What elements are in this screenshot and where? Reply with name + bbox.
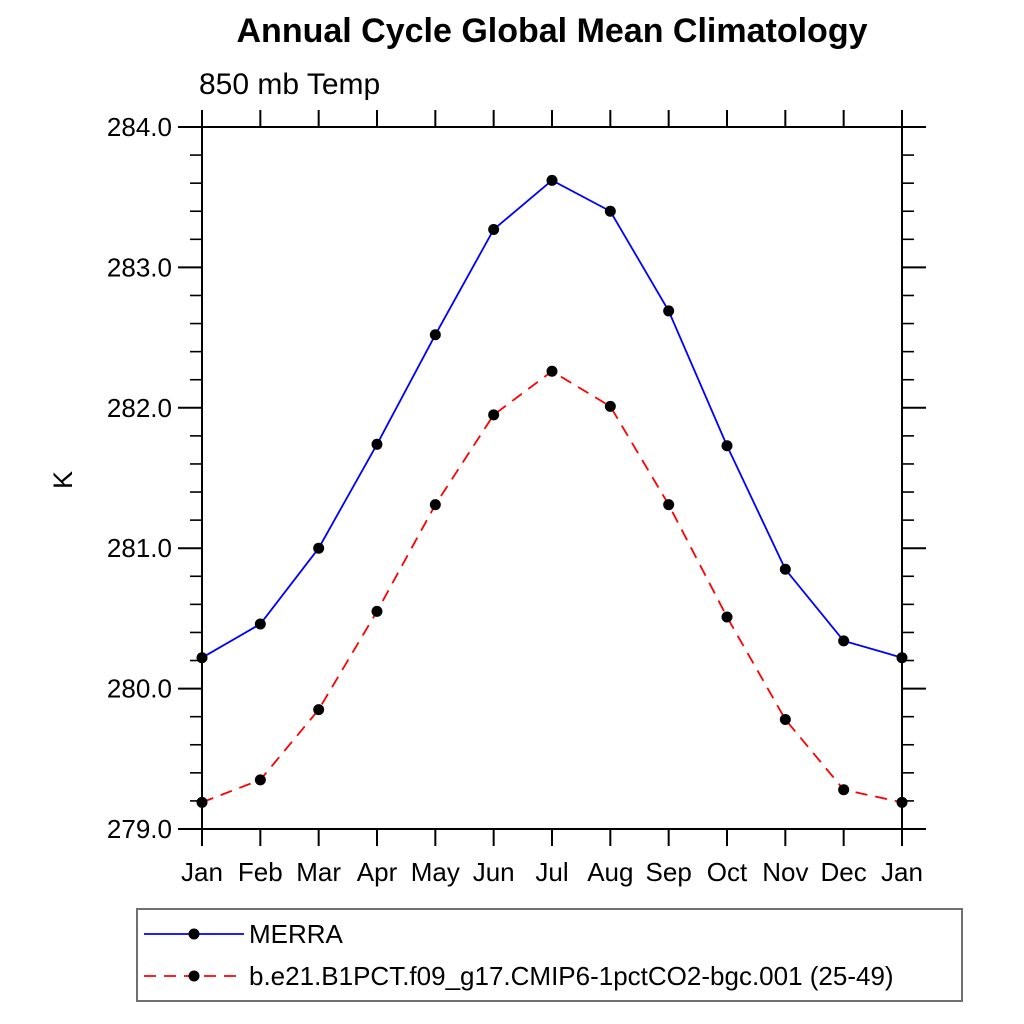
- data-point: [604, 205, 616, 217]
- y-tick-label: 281.0: [107, 533, 172, 563]
- data-point: [488, 409, 500, 421]
- data-point: [196, 796, 208, 808]
- data-point: [721, 611, 733, 623]
- x-tick-label: Apr: [357, 857, 398, 887]
- data-point: [313, 542, 325, 554]
- data-point: [896, 652, 908, 664]
- data-point: [254, 618, 266, 630]
- x-tick-label: May: [411, 857, 460, 887]
- legend-box: MERRA b.e21.B1PCT.f09_g17.CMIP6-1pctCO2-…: [136, 908, 963, 1002]
- data-point: [779, 713, 791, 725]
- data-point: [371, 438, 383, 450]
- series-line-0: [201, 179, 903, 659]
- chart-subtitle: 850 mb Temp: [199, 68, 381, 101]
- data-point: [838, 635, 850, 647]
- data-point: [779, 563, 791, 575]
- y-tick-label: 283.0: [107, 252, 172, 282]
- data-point: [896, 796, 908, 808]
- x-tick-label: Feb: [238, 857, 283, 887]
- data-point: [546, 174, 558, 186]
- x-tick-label: Jul: [535, 857, 568, 887]
- legend-series-name: b.e21.B1PCT.f09_g17.CMIP6-1pctCO2-bgc.00…: [249, 960, 894, 991]
- legend-item: b.e21.B1PCT.f09_g17.CMIP6-1pctCO2-bgc.00…: [141, 955, 961, 997]
- data-point: [254, 774, 266, 786]
- x-tick-label: Jun: [473, 857, 515, 887]
- x-tick-label: Oct: [707, 857, 748, 887]
- data-point: [371, 605, 383, 617]
- data-point: [313, 704, 325, 716]
- legend-line-marker-sample-solid: [144, 928, 244, 940]
- data-point: [429, 329, 441, 341]
- data-point: [546, 365, 558, 377]
- legend-line-marker-sample-dashed: [144, 970, 244, 982]
- data-point: [429, 499, 441, 511]
- data-point: [663, 305, 675, 317]
- x-tick-label: Dec: [821, 857, 867, 887]
- x-tick-label: Jan: [181, 857, 223, 887]
- data-point: [721, 440, 733, 452]
- x-tick-label: Sep: [646, 857, 692, 887]
- x-tick-label: Jan: [881, 857, 923, 887]
- legend-item: MERRA: [141, 913, 961, 955]
- data-point: [488, 223, 500, 235]
- data-point: [196, 652, 208, 664]
- chart-title: Annual Cycle Global Mean Climatology: [236, 12, 868, 50]
- y-tick-label: 284.0: [107, 112, 172, 142]
- legend-marker-dot: [188, 970, 200, 982]
- axis-frame: [201, 126, 903, 830]
- x-tick-label: Aug: [587, 857, 633, 887]
- data-point: [604, 400, 616, 412]
- y-tick-label: 279.0: [107, 814, 172, 844]
- legend-marker-dot: [188, 928, 200, 940]
- y-tick-label: 282.0: [107, 393, 172, 423]
- y-tick-label: 280.0: [107, 674, 172, 704]
- series-line-1: [201, 370, 903, 804]
- x-tick-label: Mar: [296, 857, 341, 887]
- data-point: [663, 499, 675, 511]
- x-tick-label: Nov: [762, 857, 808, 887]
- data-point: [838, 784, 850, 796]
- legend-series-name: MERRA: [249, 918, 343, 949]
